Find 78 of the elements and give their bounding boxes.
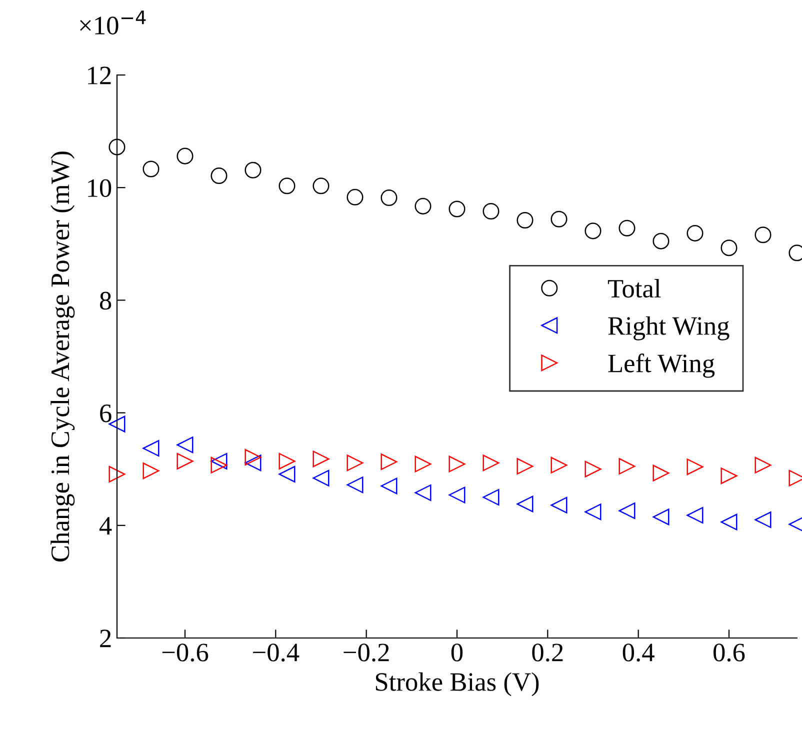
point [346,454,364,472]
y-tick-label: 10 [88,179,112,198]
point [380,478,398,494]
x-tick-label: −0.6 [162,644,208,662]
point [278,452,296,470]
legend-label: Total [608,279,661,298]
legend-label: Right Wing [608,316,730,340]
point [720,240,738,256]
legend-label: Left Wing [608,354,715,378]
point [584,460,602,478]
point [448,486,466,504]
point [584,504,602,520]
point [176,436,194,454]
point [108,138,126,156]
point [584,222,602,240]
x-tick-label: 0.4 [622,644,654,662]
point [448,456,466,472]
point [686,224,704,242]
point [414,456,432,472]
point [244,449,262,466]
point [754,456,772,474]
point [754,512,772,528]
point [686,458,704,476]
x-tick-label: −0.2 [344,644,389,662]
point [278,466,296,482]
point [720,468,738,484]
point [414,198,432,214]
point [652,464,670,482]
point [142,440,160,457]
point [720,514,738,530]
point [312,470,330,486]
point [346,188,364,206]
point [278,178,296,194]
x-tick-label: 0 [451,644,463,662]
y-tick-label: 4 [99,517,112,535]
point [550,456,568,474]
point [482,454,500,472]
point [414,484,432,502]
point [142,160,160,178]
point [380,454,398,470]
point [312,450,330,468]
point [652,508,670,526]
point [244,454,262,472]
point [210,168,228,184]
point [108,466,126,482]
point [176,148,194,164]
point [618,458,636,475]
point [244,162,262,178]
point [448,200,466,218]
x-tick-label: 0.6 [714,644,745,662]
point [686,507,704,524]
point [550,210,568,228]
y-axis-title: Change in Cycle Average Power (mW) [50,152,75,562]
point [652,232,670,250]
point [516,458,534,475]
y-tick-label: 8 [100,292,112,310]
point [380,189,398,206]
point [550,496,568,514]
point [210,452,228,470]
x-tick-label: −0.4 [253,644,300,662]
point [312,178,330,194]
point [482,202,500,220]
point [516,212,534,229]
point [754,226,772,244]
y-tick-label: 2 [100,630,111,648]
x-axis-title: Stroke Bias (V) [376,672,539,696]
point [346,476,364,494]
point [618,220,636,236]
point [482,488,500,506]
text: ×10$^{−4}$ [80,10,146,34]
point [516,496,534,512]
point [618,502,636,520]
point [210,456,228,474]
point [176,452,194,470]
point [142,462,160,480]
y-tick-label: 6 [100,404,112,422]
y-tick-label: 12 [88,66,111,84]
x-tick-label: 0.2 [532,644,563,662]
